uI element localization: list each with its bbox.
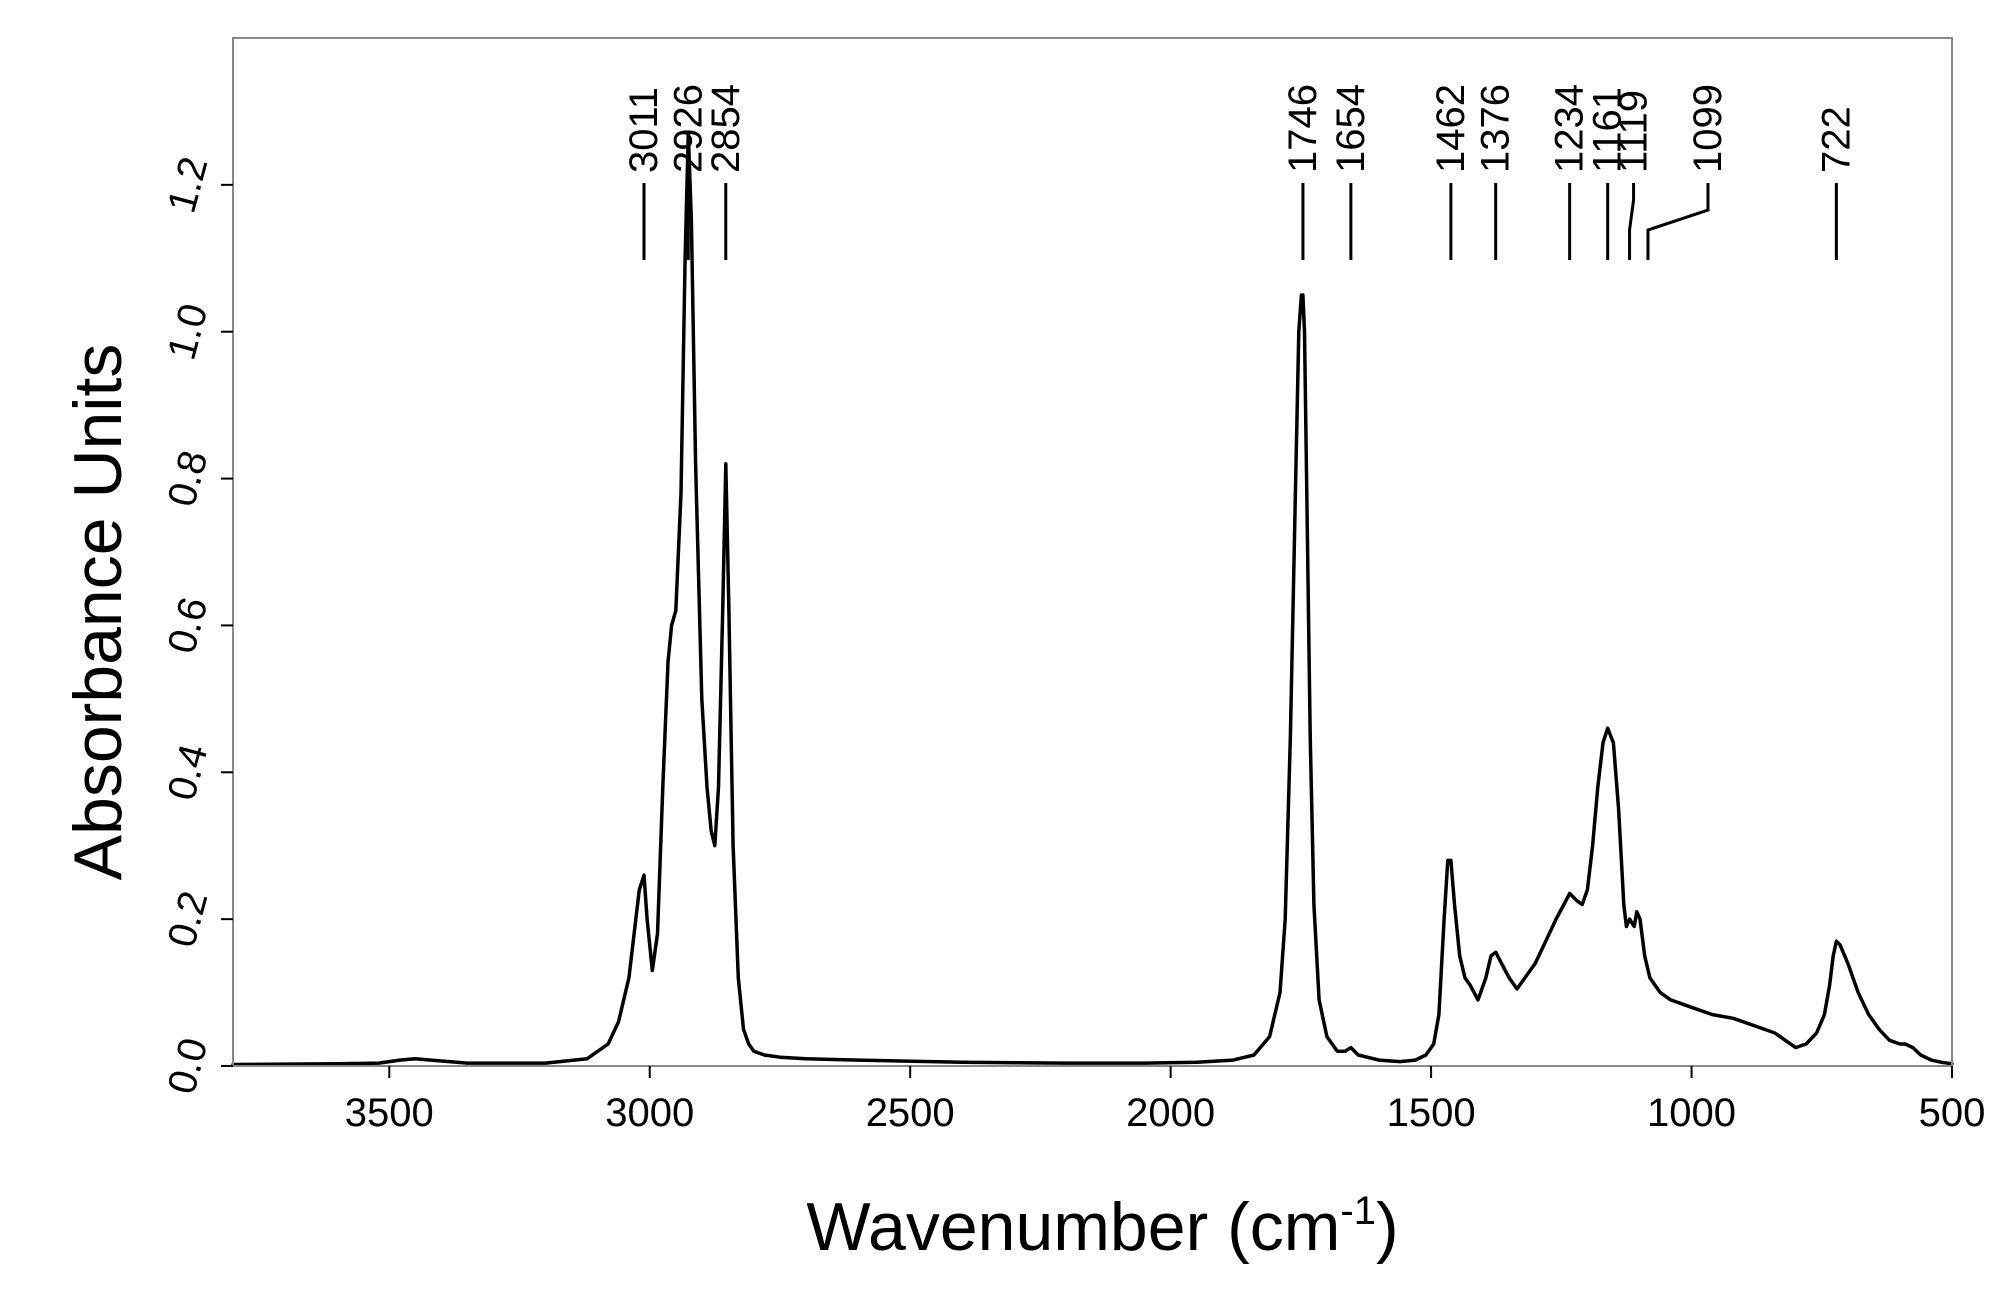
peak-label: 3011 bbox=[622, 87, 666, 173]
peak-label: 1462 bbox=[1429, 84, 1473, 173]
y-axis-title: Absorbance Units bbox=[60, 344, 136, 881]
x-axis-ticks: 3500 3000 2500 2000 1500 1000 500 bbox=[345, 1066, 1986, 1135]
x-axis-title: Wavenumber (cm-1) bbox=[806, 1189, 1398, 1265]
x-tick-label: 1000 bbox=[1647, 1091, 1736, 1135]
x-tick-label: 500 bbox=[1919, 1091, 1986, 1135]
peak-marker-line bbox=[1646, 183, 1710, 260]
peak-label: 1654 bbox=[1329, 84, 1373, 173]
spectrum-line bbox=[231, 131, 1954, 1067]
x-tick-label: 1500 bbox=[1387, 1091, 1476, 1135]
peak-label: 722 bbox=[1814, 106, 1858, 173]
peak-label: 1746 bbox=[1281, 84, 1325, 173]
x-tick-label: 2000 bbox=[1126, 1091, 1215, 1135]
x-tick-label: 2500 bbox=[866, 1091, 955, 1135]
plot-frame bbox=[232, 37, 1953, 1067]
peak-label: 1376 bbox=[1474, 84, 1518, 173]
peak-label: 1099 bbox=[1686, 84, 1730, 173]
peak-label: 1161 bbox=[1586, 87, 1630, 173]
peak-marker-line bbox=[1628, 183, 1636, 260]
peak-label: 2854 bbox=[704, 84, 748, 173]
x-tick-label: 3000 bbox=[605, 1091, 694, 1135]
peak-label: 1234 bbox=[1548, 84, 1592, 173]
x-tick-label: 3500 bbox=[345, 1091, 434, 1135]
peak-label: 1119 bbox=[1612, 90, 1656, 173]
y-axis-ticks: 0.00.20.40.60.81.01.2 bbox=[160, 152, 233, 1099]
